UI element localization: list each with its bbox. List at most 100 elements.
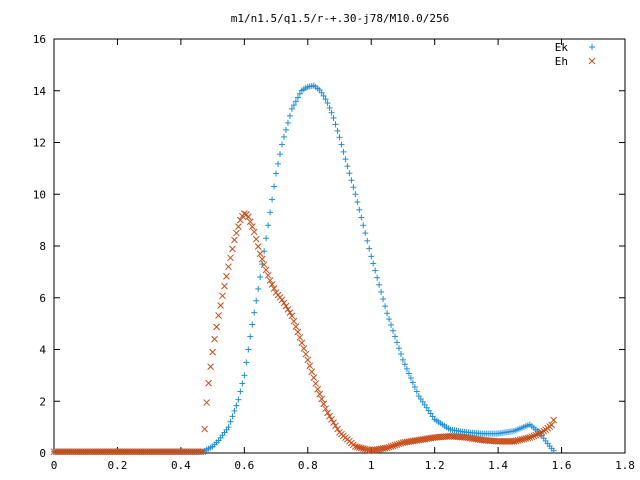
chart-title: m1/n1.5/q1.5/r-+.30-j78/M10.0/256 xyxy=(231,12,450,25)
eh-point xyxy=(381,444,389,452)
x-tick-label: 0 xyxy=(51,459,58,472)
legend: Ek Eh xyxy=(555,41,596,68)
ek-point xyxy=(342,156,349,163)
ek-point xyxy=(271,183,278,190)
ek-point xyxy=(370,260,377,267)
eh-point xyxy=(387,443,395,450)
eh-point xyxy=(300,345,308,352)
eh-point xyxy=(385,443,393,451)
ek-point xyxy=(267,209,274,216)
eh-point xyxy=(221,282,228,290)
eh-point xyxy=(302,350,310,358)
ek-point xyxy=(413,388,420,395)
eh-point xyxy=(213,323,220,331)
eh-point xyxy=(550,416,557,424)
ek-point xyxy=(277,151,284,158)
eh-point xyxy=(227,254,234,262)
ek-point xyxy=(346,170,353,177)
ek-point xyxy=(374,274,381,281)
eh-point xyxy=(355,444,363,451)
x-tick-label: 1.4 xyxy=(488,459,508,472)
ek-point xyxy=(344,163,351,170)
eh-point xyxy=(211,335,218,343)
eh-point xyxy=(520,435,528,443)
ek-point xyxy=(288,105,295,112)
eh-point xyxy=(223,273,230,280)
eh-point xyxy=(290,317,298,325)
legend-eh-mark xyxy=(588,57,596,65)
eh-point xyxy=(201,425,209,433)
eh-point xyxy=(260,261,268,268)
ek-point xyxy=(384,310,391,317)
ek-point xyxy=(237,388,244,395)
eh-point xyxy=(270,285,278,292)
ek-point xyxy=(255,285,262,292)
eh-point xyxy=(310,374,318,381)
ek-point xyxy=(405,370,412,377)
eh-point xyxy=(393,441,401,448)
ek-point xyxy=(227,418,234,425)
eh-point xyxy=(534,430,542,438)
eh-point xyxy=(359,445,367,452)
plot-frame xyxy=(53,38,626,454)
x-tick-label: 0.4 xyxy=(171,459,191,472)
y-tick-label: 10 xyxy=(33,188,46,201)
eh-point xyxy=(324,409,331,417)
ek-point xyxy=(292,98,299,105)
ek-point xyxy=(294,94,301,101)
legend-ek-mark xyxy=(589,44,595,50)
y-tick-label: 12 xyxy=(33,137,46,150)
ek-point xyxy=(378,288,385,295)
eh-point xyxy=(258,255,266,263)
ek-point xyxy=(380,296,387,303)
eh-point xyxy=(203,399,211,406)
eh-point xyxy=(314,385,322,393)
eh-point xyxy=(244,213,252,221)
ek-point xyxy=(411,384,418,391)
ek-point xyxy=(362,230,369,237)
ek-point xyxy=(399,356,406,363)
eh-point xyxy=(240,210,248,218)
eh-point xyxy=(199,448,207,456)
eh-point xyxy=(512,437,520,445)
ek-point xyxy=(390,327,397,334)
ek-point xyxy=(409,379,416,386)
eh-point xyxy=(254,243,262,250)
eh-point xyxy=(318,395,326,403)
eh-point xyxy=(252,235,260,243)
eh-point xyxy=(332,422,339,430)
ek-point xyxy=(245,346,252,353)
ek-point xyxy=(366,245,373,252)
ek-point xyxy=(392,333,399,340)
eh-point xyxy=(207,363,214,370)
ek-point xyxy=(320,92,327,99)
ek-point xyxy=(352,191,359,198)
eh-point xyxy=(306,362,314,370)
eh-point xyxy=(266,277,274,284)
eh-point xyxy=(397,439,405,447)
eh-point xyxy=(312,380,320,387)
ek-point xyxy=(403,365,410,372)
eh-point xyxy=(248,223,256,230)
eh-point xyxy=(530,432,538,440)
ek-point xyxy=(296,90,303,97)
ek-point xyxy=(253,297,260,304)
ek-point xyxy=(229,413,236,420)
eh-point xyxy=(389,442,397,450)
eh-point xyxy=(316,390,324,398)
eh-point xyxy=(231,236,238,244)
y-tick-label: 16 xyxy=(33,33,46,46)
eh-point xyxy=(298,339,306,347)
y-tick-label: 14 xyxy=(33,85,47,98)
eh-point xyxy=(352,443,359,450)
eh-point xyxy=(225,263,232,271)
eh-point xyxy=(284,306,292,313)
eh-point xyxy=(268,281,276,288)
ek-point xyxy=(393,339,400,346)
ek-point xyxy=(388,321,395,328)
ek-point xyxy=(233,402,240,409)
eh-point xyxy=(391,441,399,449)
y-tick-label: 2 xyxy=(39,395,46,408)
eh-point xyxy=(395,440,403,448)
ek-point xyxy=(368,253,375,260)
